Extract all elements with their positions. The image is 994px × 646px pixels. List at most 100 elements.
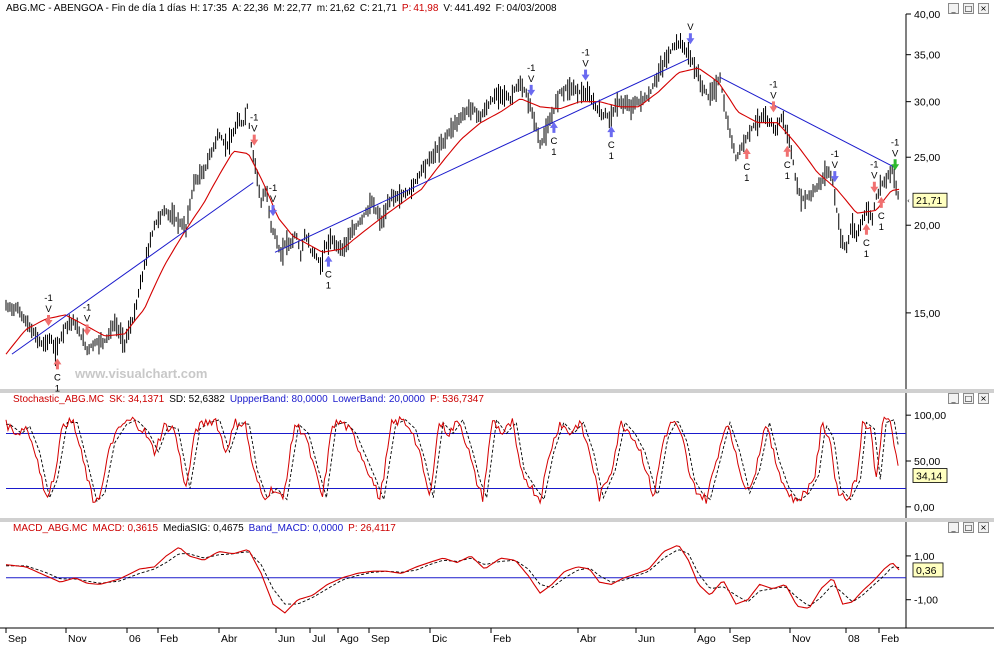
signal-label: C <box>784 160 791 171</box>
macd-close-button[interactable]: × <box>978 522 989 533</box>
signal-label: -1 <box>891 137 899 148</box>
signal-label: 1 <box>326 281 331 292</box>
x-tick-label: Jun <box>278 633 295 645</box>
signal-label: C <box>863 238 870 249</box>
signal-label: 1 <box>55 383 60 394</box>
stoch-last-box <box>912 468 948 483</box>
x-tick-label: Sep <box>732 633 751 645</box>
signal-label: -1 <box>250 113 258 124</box>
x-tick-label: Abr <box>580 633 597 645</box>
signal-label: C <box>325 270 332 281</box>
signal-label: -1 <box>831 149 839 160</box>
signal-arrow-down <box>269 205 278 217</box>
signal-label: 1 <box>551 147 556 158</box>
close-button[interactable]: × <box>978 3 989 14</box>
macd-minimize-button[interactable]: _ <box>948 522 959 533</box>
price-tick-label: 20,00 <box>914 220 940 232</box>
signal-label: C <box>878 211 885 222</box>
pane-separator <box>0 518 994 522</box>
signal-arrow-up <box>877 196 886 208</box>
signal-arrow-up <box>783 145 792 157</box>
signal-arrow-down <box>581 69 590 81</box>
x-tick-label: Feb <box>160 633 178 645</box>
signal-label: V <box>251 124 258 135</box>
signal-label: V <box>45 304 52 315</box>
last-price-pointer: ‹ <box>907 197 910 205</box>
stoch-restore-button[interactable]: □ <box>963 393 974 404</box>
signal-arrow-down <box>83 324 92 336</box>
signal-label: V <box>770 90 777 101</box>
stoch-sk-line <box>5 415 899 505</box>
last-price-label: 21,71 <box>916 195 942 207</box>
signal-label: -1 <box>269 183 277 194</box>
signal-label: V <box>270 194 277 205</box>
stoch-tick-label: 100,00 <box>914 410 946 422</box>
x-tick-label: Feb <box>881 633 899 645</box>
macd-line <box>5 545 900 614</box>
signal-label: V <box>528 74 535 85</box>
x-tick-label: Ago <box>340 633 359 645</box>
stoch-tick-label: 50,00 <box>914 456 940 468</box>
signal-label: V <box>832 160 839 171</box>
signal-arrow-down <box>769 101 778 113</box>
x-tick-label: Sep <box>371 633 390 645</box>
price-tick-label: 35,00 <box>914 50 940 62</box>
signal-arrow-down <box>870 181 879 193</box>
signal-label: C <box>54 372 61 383</box>
signal-label: -1 <box>581 48 589 59</box>
macd-last-label: 0,36 <box>916 565 937 577</box>
x-tick-label: Feb <box>493 633 511 645</box>
signal-label: C <box>550 136 557 147</box>
signal-arrow-down <box>686 33 695 45</box>
last-price-box <box>912 192 948 208</box>
signal-arrow-up <box>549 121 558 133</box>
signal-label: -1 <box>527 63 535 74</box>
signal-label: -1 <box>83 303 91 314</box>
signal-label: V <box>84 314 91 325</box>
stoch-tick-label: 0,00 <box>914 502 935 514</box>
signal-label: 1 <box>864 249 869 260</box>
x-tick-label: Nov <box>68 633 87 645</box>
signal-arrow-down <box>830 171 839 183</box>
signal-label: V <box>871 171 878 182</box>
signal-arrow-up <box>742 148 751 160</box>
macd-last-box <box>912 562 944 578</box>
macd-signal-line <box>6 549 900 607</box>
watermark: www.visualchart.com <box>74 366 207 381</box>
x-tick-label: Ago <box>697 633 716 645</box>
signal-label: 1 <box>609 151 614 162</box>
restore-button[interactable]: □ <box>963 3 974 14</box>
x-tick-label: Jun <box>638 633 655 645</box>
signal-arrow-down <box>527 84 536 96</box>
price-tick-label: 15,00 <box>914 308 940 320</box>
stoch-last-label: 34,14 <box>916 471 942 483</box>
signal-label: 1 <box>879 222 884 233</box>
x-tick-label: 08 <box>848 633 860 645</box>
signal-arrow-up <box>862 223 871 235</box>
stoch-minimize-button[interactable]: _ <box>948 393 959 404</box>
signal-label: V <box>892 148 899 159</box>
x-tick-label: 06 <box>129 633 141 645</box>
stoch-close-button[interactable]: × <box>978 393 989 404</box>
moving-average-line <box>5 67 900 355</box>
price-tick-label: 25,00 <box>914 152 940 164</box>
signal-arrow-up <box>607 126 616 138</box>
signal-arrow-down <box>44 314 53 326</box>
macd-restore-button[interactable]: □ <box>963 522 974 533</box>
x-tick-label: Abr <box>221 633 238 645</box>
signal-arrow-down <box>250 134 259 146</box>
minimize-button[interactable]: _ <box>948 3 959 14</box>
signal-arrow-up <box>53 358 62 370</box>
trendline <box>274 58 689 253</box>
signal-label: 1 <box>744 173 749 184</box>
signal-label: C <box>608 140 615 151</box>
stochastic-header: Stochastic_ABG.MC SK: 34,1371 SD: 52,6382 U… <box>13 394 484 405</box>
x-tick-label: Nov <box>792 633 811 645</box>
signal-label: 1 <box>785 171 790 182</box>
signal-arrow-down <box>891 159 900 171</box>
signal-label: C <box>743 162 750 173</box>
trendline <box>11 182 254 355</box>
trendline <box>719 76 895 168</box>
